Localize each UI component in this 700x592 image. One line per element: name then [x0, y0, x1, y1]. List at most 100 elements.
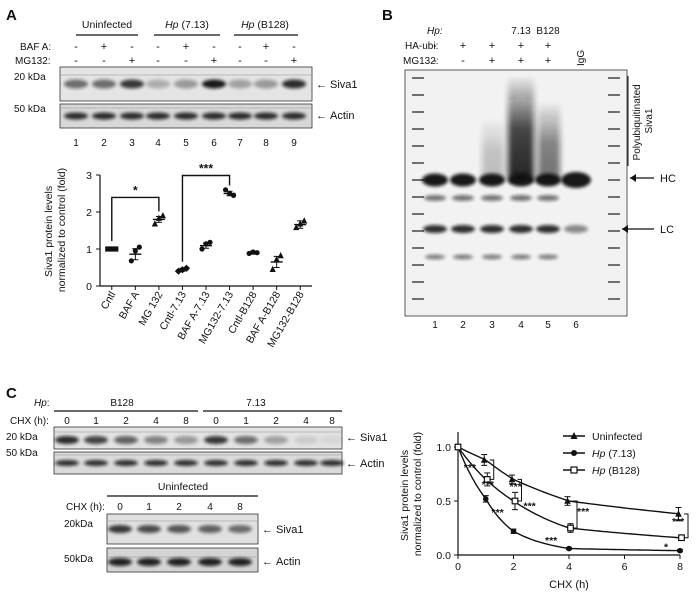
chart-a-marks [105, 187, 308, 275]
lower-group-label-uninfected: Uninfected [158, 481, 208, 493]
chart-a-y-ticks: 0 1 2 3 [86, 170, 100, 293]
lc-label: LC [660, 224, 674, 236]
arrow-icon: ← [262, 556, 273, 568]
siva1-band [174, 79, 198, 89]
panel-label-a: A [6, 7, 17, 24]
siva1-band [264, 436, 288, 444]
low-band [482, 254, 502, 260]
significance-label: *** [482, 479, 495, 491]
sign-cell: - [238, 41, 242, 53]
actin-band [202, 112, 226, 120]
actin-band [228, 112, 252, 120]
significance-label: * [664, 542, 669, 554]
actin-band [174, 112, 198, 120]
data-point [482, 496, 489, 502]
arrow-icon: ← [346, 432, 357, 444]
chx-time: 2 [176, 502, 182, 513]
mid-band [424, 195, 446, 201]
legend-marker [570, 466, 578, 474]
lane-number: 5 [545, 320, 551, 331]
lower-mw-50kda: 50kDa [64, 554, 93, 565]
panel-a-header: Uninfected Hp (7.13) Hp (B128) BAF A: MG… [14, 19, 298, 115]
panel-b-blot: Polyubiquitinated Siva1 HC LC 1 2 3 4 5 6 [404, 69, 676, 331]
data-point [178, 266, 187, 274]
sign-cell: 7.13 [511, 26, 531, 37]
legend-entry-name: Uninfected [592, 431, 642, 443]
y-tick-label: 1.0 [436, 442, 451, 454]
lane-number: 3 [129, 138, 135, 149]
y-tick-label: 0.0 [436, 550, 451, 562]
sign-cell: - [74, 55, 78, 67]
low-band [425, 254, 445, 260]
c-siva1-bands [55, 436, 344, 444]
data-point [566, 545, 572, 552]
panel-c-upper-blots: ← Siva1 ← Actin [53, 426, 388, 475]
sign-cell: + [545, 40, 551, 52]
chx-time: 1 [93, 416, 99, 427]
polyubiquitinated-siva1-label: Polyubiquitinated Siva1 [632, 82, 655, 161]
siva1-bands [64, 79, 306, 89]
data-point [155, 214, 162, 221]
lower-siva1-bands [108, 525, 252, 533]
siva1-band [204, 436, 228, 444]
y-tick-label: 1 [86, 244, 92, 256]
actin-band [114, 460, 138, 466]
sign-cell: + [129, 55, 135, 67]
arrow-icon: ← [316, 110, 327, 122]
data-point [207, 239, 213, 245]
panel-a-sign-grid: - + - - + - - + - - - + - - + - - + [74, 41, 297, 67]
panel-label-c: C [6, 385, 17, 402]
data-point [151, 220, 158, 227]
data-point [508, 475, 516, 483]
mid-band [452, 195, 474, 201]
chx-time: 1 [243, 416, 249, 427]
significance-label: *** [492, 507, 505, 519]
siva1-band [294, 436, 318, 444]
y-tick-label: 3 [86, 170, 92, 182]
data-point [105, 246, 111, 252]
sign-cell: - [292, 41, 296, 53]
significance-bracket [111, 196, 160, 241]
significance-bracket [573, 500, 578, 529]
legend-entry-name: (7.13) [605, 448, 635, 460]
chart-c-series-lines [457, 446, 681, 552]
actin-band [254, 112, 278, 120]
lane-number: 9 [291, 138, 297, 149]
sign-cell: - [433, 40, 437, 52]
siva1-band [108, 525, 132, 533]
sign-cell: - [156, 41, 160, 53]
significance-label: * [133, 183, 138, 197]
data-point [113, 246, 119, 252]
data-point [677, 547, 683, 554]
actin-band [234, 460, 258, 466]
igg-label: IgG [576, 50, 587, 66]
lower-chx-row-label: CHX (h): [66, 502, 105, 513]
sign-cell: + [291, 55, 297, 67]
actin-bands [64, 112, 306, 120]
data-point [250, 249, 256, 255]
legend-entry-italic: Hp [592, 465, 606, 477]
siva1-band [146, 79, 170, 89]
lower-band-label-siva1: ← Siva1 [262, 524, 304, 536]
siva1-band [174, 436, 198, 444]
data-point [564, 497, 571, 504]
data-point [222, 187, 229, 193]
group-label-uninfected: Uninfected [82, 19, 132, 31]
c-band-label-siva1: ← Siva1 [346, 432, 388, 444]
chart-c-marks [454, 443, 685, 554]
chx-time: 0 [64, 416, 70, 427]
siva1-band [84, 436, 108, 444]
chx-row-label: CHX (h): [10, 416, 49, 427]
actin-band [174, 460, 198, 466]
arrow-icon: ← [316, 79, 327, 91]
heavy-chain-bands [422, 172, 591, 188]
lane-number: 6 [211, 138, 217, 149]
lower-actin-bands [108, 558, 252, 566]
data-point [128, 258, 134, 264]
hc-label: HC [660, 173, 676, 185]
significance-bracket [181, 174, 231, 262]
molecular-weight-ladders [412, 77, 620, 300]
significance-label: *** [199, 162, 213, 176]
data-point [273, 255, 280, 262]
